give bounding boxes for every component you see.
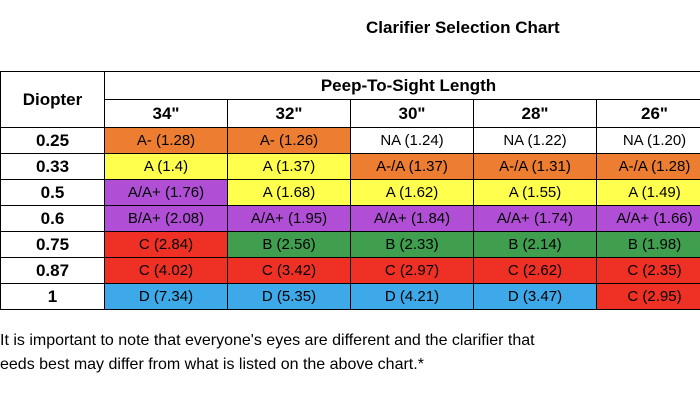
- clarifier-cell: A (1.49): [595, 179, 700, 206]
- clarifier-selection-table: Diopter Peep-To-Sight Length 34" 32" 30"…: [0, 71, 700, 310]
- clarifier-cell: D (7.34): [104, 283, 228, 310]
- clarifier-cell: A (1.55): [473, 179, 597, 206]
- clarifier-cell: A/A+ (1.95): [227, 205, 351, 232]
- clarifier-cell: B (2.56): [227, 231, 351, 258]
- clarifier-cell: A-/A (1.31): [473, 153, 597, 180]
- clarifier-cell: D (3.47): [473, 283, 597, 310]
- clarifier-cell: A/A+ (1.84): [350, 205, 474, 232]
- table-row: 0.5 A/A+ (1.76) A (1.68) A (1.62) A (1.55) A …: [0, 179, 700, 206]
- clarifier-cell: A/A+ (1.66): [595, 205, 700, 232]
- clarifier-cell: A/A+ (1.74): [473, 205, 597, 232]
- peep-to-sight-length-header: Peep-To-Sight Length: [103, 71, 700, 100]
- clarifier-cell: A/A+ (1.76): [104, 179, 228, 206]
- clarifier-cell: A-/A (1.28): [595, 153, 700, 180]
- clarifier-cell: D (5.35): [227, 283, 351, 310]
- diopter-value: 0.5: [0, 179, 105, 206]
- clarifier-cell: C (2.95): [595, 283, 700, 310]
- clarifier-cell: A (1.4): [104, 153, 228, 180]
- column-header: 32": [227, 99, 351, 128]
- clarifier-cell: NA (1.22): [473, 127, 597, 154]
- clarifier-cell: C (4.02): [104, 257, 228, 284]
- clarifier-cell: B (1.98): [595, 231, 700, 258]
- clarifier-cell: C (2.97): [350, 257, 474, 284]
- clarifier-cell: A (1.62): [350, 179, 474, 206]
- chart-title: Clarifier Selection Chart: [366, 18, 560, 37]
- clarifier-cell: C (2.84): [104, 231, 228, 258]
- diopter-value: 1: [0, 283, 105, 310]
- column-header: 26": [595, 99, 700, 128]
- footnote-line: It is important to note that everyone's …: [0, 332, 535, 349]
- clarifier-cell: A (1.68): [227, 179, 351, 206]
- clarifier-cell: C (2.62): [473, 257, 597, 284]
- table-row: 0.6 B/A+ (2.08) A/A+ (1.95) A/A+ (1.84) A/A+…: [0, 205, 700, 232]
- diopter-header: Diopter: [0, 71, 105, 128]
- clarifier-cell: D (4.21): [350, 283, 474, 310]
- diopter-value: 0.75: [0, 231, 105, 258]
- table-row: 0.33 A (1.4) A (1.37) A-/A (1.37) A-/A (1.31…: [0, 153, 700, 180]
- column-header: 28": [473, 99, 597, 128]
- clarifier-cell: NA (1.24): [350, 127, 474, 154]
- clarifier-cell: A-/A (1.37): [350, 153, 474, 180]
- clarifier-cell: A- (1.28): [104, 127, 228, 154]
- diopter-value: 0.6: [0, 205, 105, 232]
- footnote-line: eeds best may differ from what is listed…: [0, 356, 424, 373]
- clarifier-cell: C (3.42): [227, 257, 351, 284]
- diopter-value: 0.25: [0, 127, 105, 154]
- clarifier-cell: A (1.37): [227, 153, 351, 180]
- clarifier-cell: B (2.14): [473, 231, 597, 258]
- table-row: 0.75 C (2.84) B (2.56) B (2.33) B (2.14) B (1…: [0, 231, 700, 258]
- table-row: 0.25 A- (1.28) A- (1.26) NA (1.24) NA (1.22)…: [0, 127, 700, 154]
- diopter-value: 0.87: [0, 257, 105, 284]
- table-row: 0.87 C (4.02) C (3.42) C (2.97) C (2.62) C (2…: [0, 257, 700, 284]
- clarifier-cell: B/A+ (2.08): [104, 205, 228, 232]
- clarifier-cell: NA (1.20): [595, 127, 700, 154]
- clarifier-cell: C (2.35): [595, 257, 700, 284]
- diopter-value: 0.33: [0, 153, 105, 180]
- clarifier-cell: A- (1.26): [227, 127, 351, 154]
- column-header: 30": [350, 99, 474, 128]
- column-header: 34": [104, 99, 228, 128]
- clarifier-cell: B (2.33): [350, 231, 474, 258]
- footnote: It is important to note that everyone's …: [0, 329, 700, 377]
